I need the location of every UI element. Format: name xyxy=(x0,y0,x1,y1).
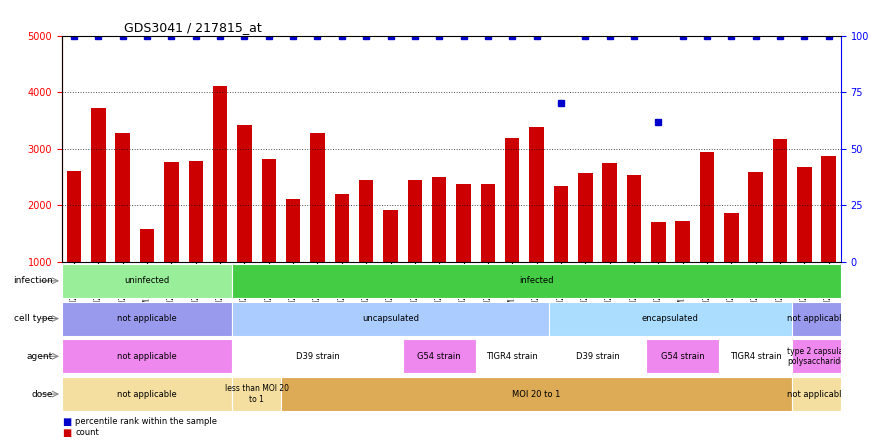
FancyBboxPatch shape xyxy=(549,301,792,336)
Text: not applicable: not applicable xyxy=(117,389,177,399)
FancyBboxPatch shape xyxy=(646,339,719,373)
FancyBboxPatch shape xyxy=(549,339,646,373)
FancyBboxPatch shape xyxy=(62,301,232,336)
Bar xyxy=(457,184,471,319)
Text: MOI 20 to 1: MOI 20 to 1 xyxy=(512,389,561,399)
Bar xyxy=(432,177,446,319)
Bar xyxy=(359,180,373,319)
Bar xyxy=(165,163,179,319)
Text: uncapsulated: uncapsulated xyxy=(362,314,419,323)
Bar xyxy=(724,213,738,319)
Text: GDS3041 / 217815_at: GDS3041 / 217815_at xyxy=(124,21,262,34)
Text: D39 strain: D39 strain xyxy=(575,352,620,361)
Text: infected: infected xyxy=(519,276,554,285)
Text: ■: ■ xyxy=(62,417,71,427)
FancyBboxPatch shape xyxy=(792,377,841,411)
Bar xyxy=(650,222,666,319)
Bar xyxy=(821,155,836,319)
FancyBboxPatch shape xyxy=(62,264,232,298)
Bar xyxy=(311,133,325,319)
Bar xyxy=(383,210,397,319)
Bar xyxy=(675,221,690,319)
Bar xyxy=(773,139,788,319)
Bar xyxy=(237,125,252,319)
FancyBboxPatch shape xyxy=(476,339,549,373)
Bar xyxy=(481,184,496,319)
Text: G54 strain: G54 strain xyxy=(661,352,704,361)
Text: TIGR4 strain: TIGR4 strain xyxy=(730,352,781,361)
FancyBboxPatch shape xyxy=(719,339,792,373)
FancyBboxPatch shape xyxy=(792,301,841,336)
Bar xyxy=(602,163,617,319)
Text: ■: ■ xyxy=(62,428,71,438)
Text: infection: infection xyxy=(13,276,53,285)
Text: not applicable: not applicable xyxy=(787,389,846,399)
FancyBboxPatch shape xyxy=(232,301,549,336)
FancyBboxPatch shape xyxy=(403,339,476,373)
Bar xyxy=(335,194,349,319)
Text: count: count xyxy=(75,428,99,437)
Text: less than MOI 20
to 1: less than MOI 20 to 1 xyxy=(225,385,289,404)
Text: G54 strain: G54 strain xyxy=(418,352,461,361)
Text: cell type: cell type xyxy=(14,314,53,323)
Text: type 2 capsular
polysaccharide: type 2 capsular polysaccharide xyxy=(787,347,846,366)
Bar xyxy=(578,173,593,319)
Bar xyxy=(796,167,812,319)
FancyBboxPatch shape xyxy=(792,339,841,373)
Text: TIGR4 strain: TIGR4 strain xyxy=(487,352,538,361)
FancyBboxPatch shape xyxy=(232,339,403,373)
Text: D39 strain: D39 strain xyxy=(296,352,339,361)
Text: encapsulated: encapsulated xyxy=(642,314,699,323)
Bar xyxy=(554,186,568,319)
Text: agent: agent xyxy=(27,352,53,361)
Bar xyxy=(504,138,519,319)
Bar xyxy=(213,86,227,319)
Text: not applicable: not applicable xyxy=(787,314,846,323)
Bar xyxy=(407,180,422,319)
Text: dose: dose xyxy=(32,389,53,399)
Text: not applicable: not applicable xyxy=(117,352,177,361)
Text: not applicable: not applicable xyxy=(117,314,177,323)
FancyBboxPatch shape xyxy=(62,339,232,373)
Bar xyxy=(140,229,155,319)
Bar xyxy=(286,198,300,319)
Text: uninfected: uninfected xyxy=(125,276,170,285)
Bar xyxy=(748,172,763,319)
Bar xyxy=(67,171,81,319)
FancyBboxPatch shape xyxy=(281,377,792,411)
Bar xyxy=(627,175,641,319)
Text: percentile rank within the sample: percentile rank within the sample xyxy=(75,417,217,426)
FancyBboxPatch shape xyxy=(232,264,841,298)
Bar xyxy=(699,151,714,319)
Bar xyxy=(189,161,203,319)
Bar xyxy=(91,108,106,319)
FancyBboxPatch shape xyxy=(62,377,232,411)
Bar xyxy=(115,133,130,319)
Bar xyxy=(529,127,544,319)
Bar xyxy=(262,159,276,319)
FancyBboxPatch shape xyxy=(232,377,281,411)
